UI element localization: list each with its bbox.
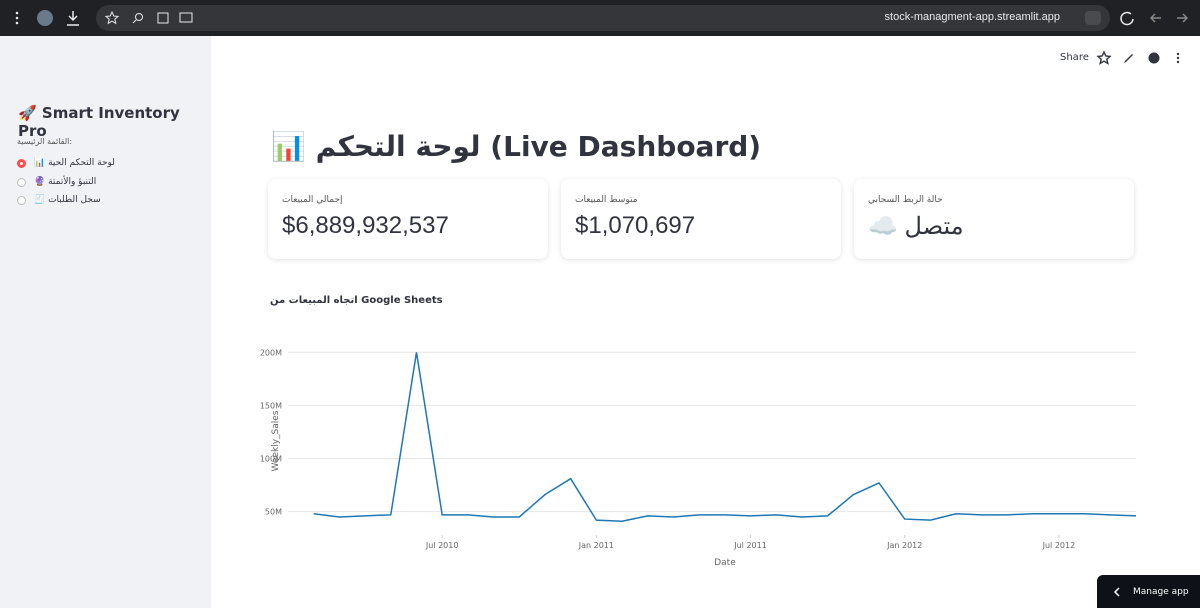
sales-line [313, 352, 1137, 522]
address-bar[interactable]: stock-managment-app.streamlit.app [96, 5, 1110, 31]
option-label: 📊 لوحة التحكم الحية [34, 158, 115, 168]
sidebar: 🚀 Smart Inventory Pro :القائمة الرئيسية … [0, 36, 211, 608]
line-chart: اتجاه المبيعات من Google Sheets Weekly_S… [260, 295, 1137, 568]
metric-label: حالة الربط السحابي [868, 195, 943, 205]
nav-icons [1120, 11, 1189, 26]
metric-value: $1,070,697 [575, 212, 696, 239]
metric-card: متوسط المبيعات $1,070,697 [561, 179, 841, 259]
site-settings[interactable] [1084, 10, 1102, 26]
metric-value: متصل ☁️ [868, 213, 964, 240]
x-tick-label: Jul 2012 [1042, 541, 1076, 550]
url: stock-managment-app.streamlit.app [884, 11, 1060, 23]
menu-option[interactable]: 🧾 سجل الطلبات [17, 195, 101, 205]
metric-value: $6,889,932,537 [282, 212, 449, 239]
chevron [1113, 586, 1120, 597]
x-tick-label: Jul 2011 [733, 541, 767, 550]
y-tick-label: 200M [260, 348, 282, 357]
metric-card: حالة الربط السحابي متصل ☁️ [854, 179, 1134, 259]
menu-option[interactable]: 📊 لوحة التحكم الحية [17, 158, 115, 168]
y-tick-label: 150M [260, 401, 282, 410]
option-label: 🔮 التنبؤ والأتمتة [34, 177, 97, 187]
x-tick-label: Jan 2011 [578, 541, 614, 550]
y-axis-label: Weekly_Sales [271, 410, 281, 471]
chart-title: اتجاه المبيعات من Google Sheets [270, 295, 443, 306]
main: Share 📊 لوحة التحكم (Live Dashboard) إجم… [211, 36, 1200, 608]
page-title: 📊 لوحة التحكم (Live Dashboard) [271, 130, 762, 163]
y-tick-label: 100M [260, 455, 282, 464]
radio[interactable] [17, 158, 26, 168]
radio[interactable] [17, 177, 26, 187]
toolbar-icons [1096, 50, 1180, 65]
browser-bar: stock-managment-app.streamlit.app [0, 0, 1200, 36]
menu-option[interactable]: 🔮 التنبؤ والأتمتة [17, 177, 96, 187]
share-button[interactable]: Share [1060, 52, 1089, 63]
manage-app-button[interactable]: Manage app [1097, 575, 1200, 608]
metric-label: متوسط المبيعات [575, 195, 638, 205]
metric-label: إجمالي المبيعات [282, 195, 343, 205]
y-tick-label: 50M [265, 508, 282, 517]
x-tick-label: Jan 2012 [886, 541, 922, 550]
radio[interactable] [17, 195, 26, 205]
metric-card: إجمالي المبيعات $6,889,932,537 [268, 179, 548, 259]
address-icons [104, 10, 193, 25]
option-label: 🧾 سجل الطلبات [34, 195, 101, 205]
x-tick-label: Jul 2010 [425, 541, 459, 550]
manage-app-label: Manage app [1133, 586, 1189, 597]
menu-label: :القائمة الرئيسية [17, 137, 73, 146]
sidebar-title: 🚀 Smart Inventory Pro [18, 104, 180, 140]
browser-icons [15, 10, 79, 26]
x-axis-label: Date [714, 558, 736, 568]
